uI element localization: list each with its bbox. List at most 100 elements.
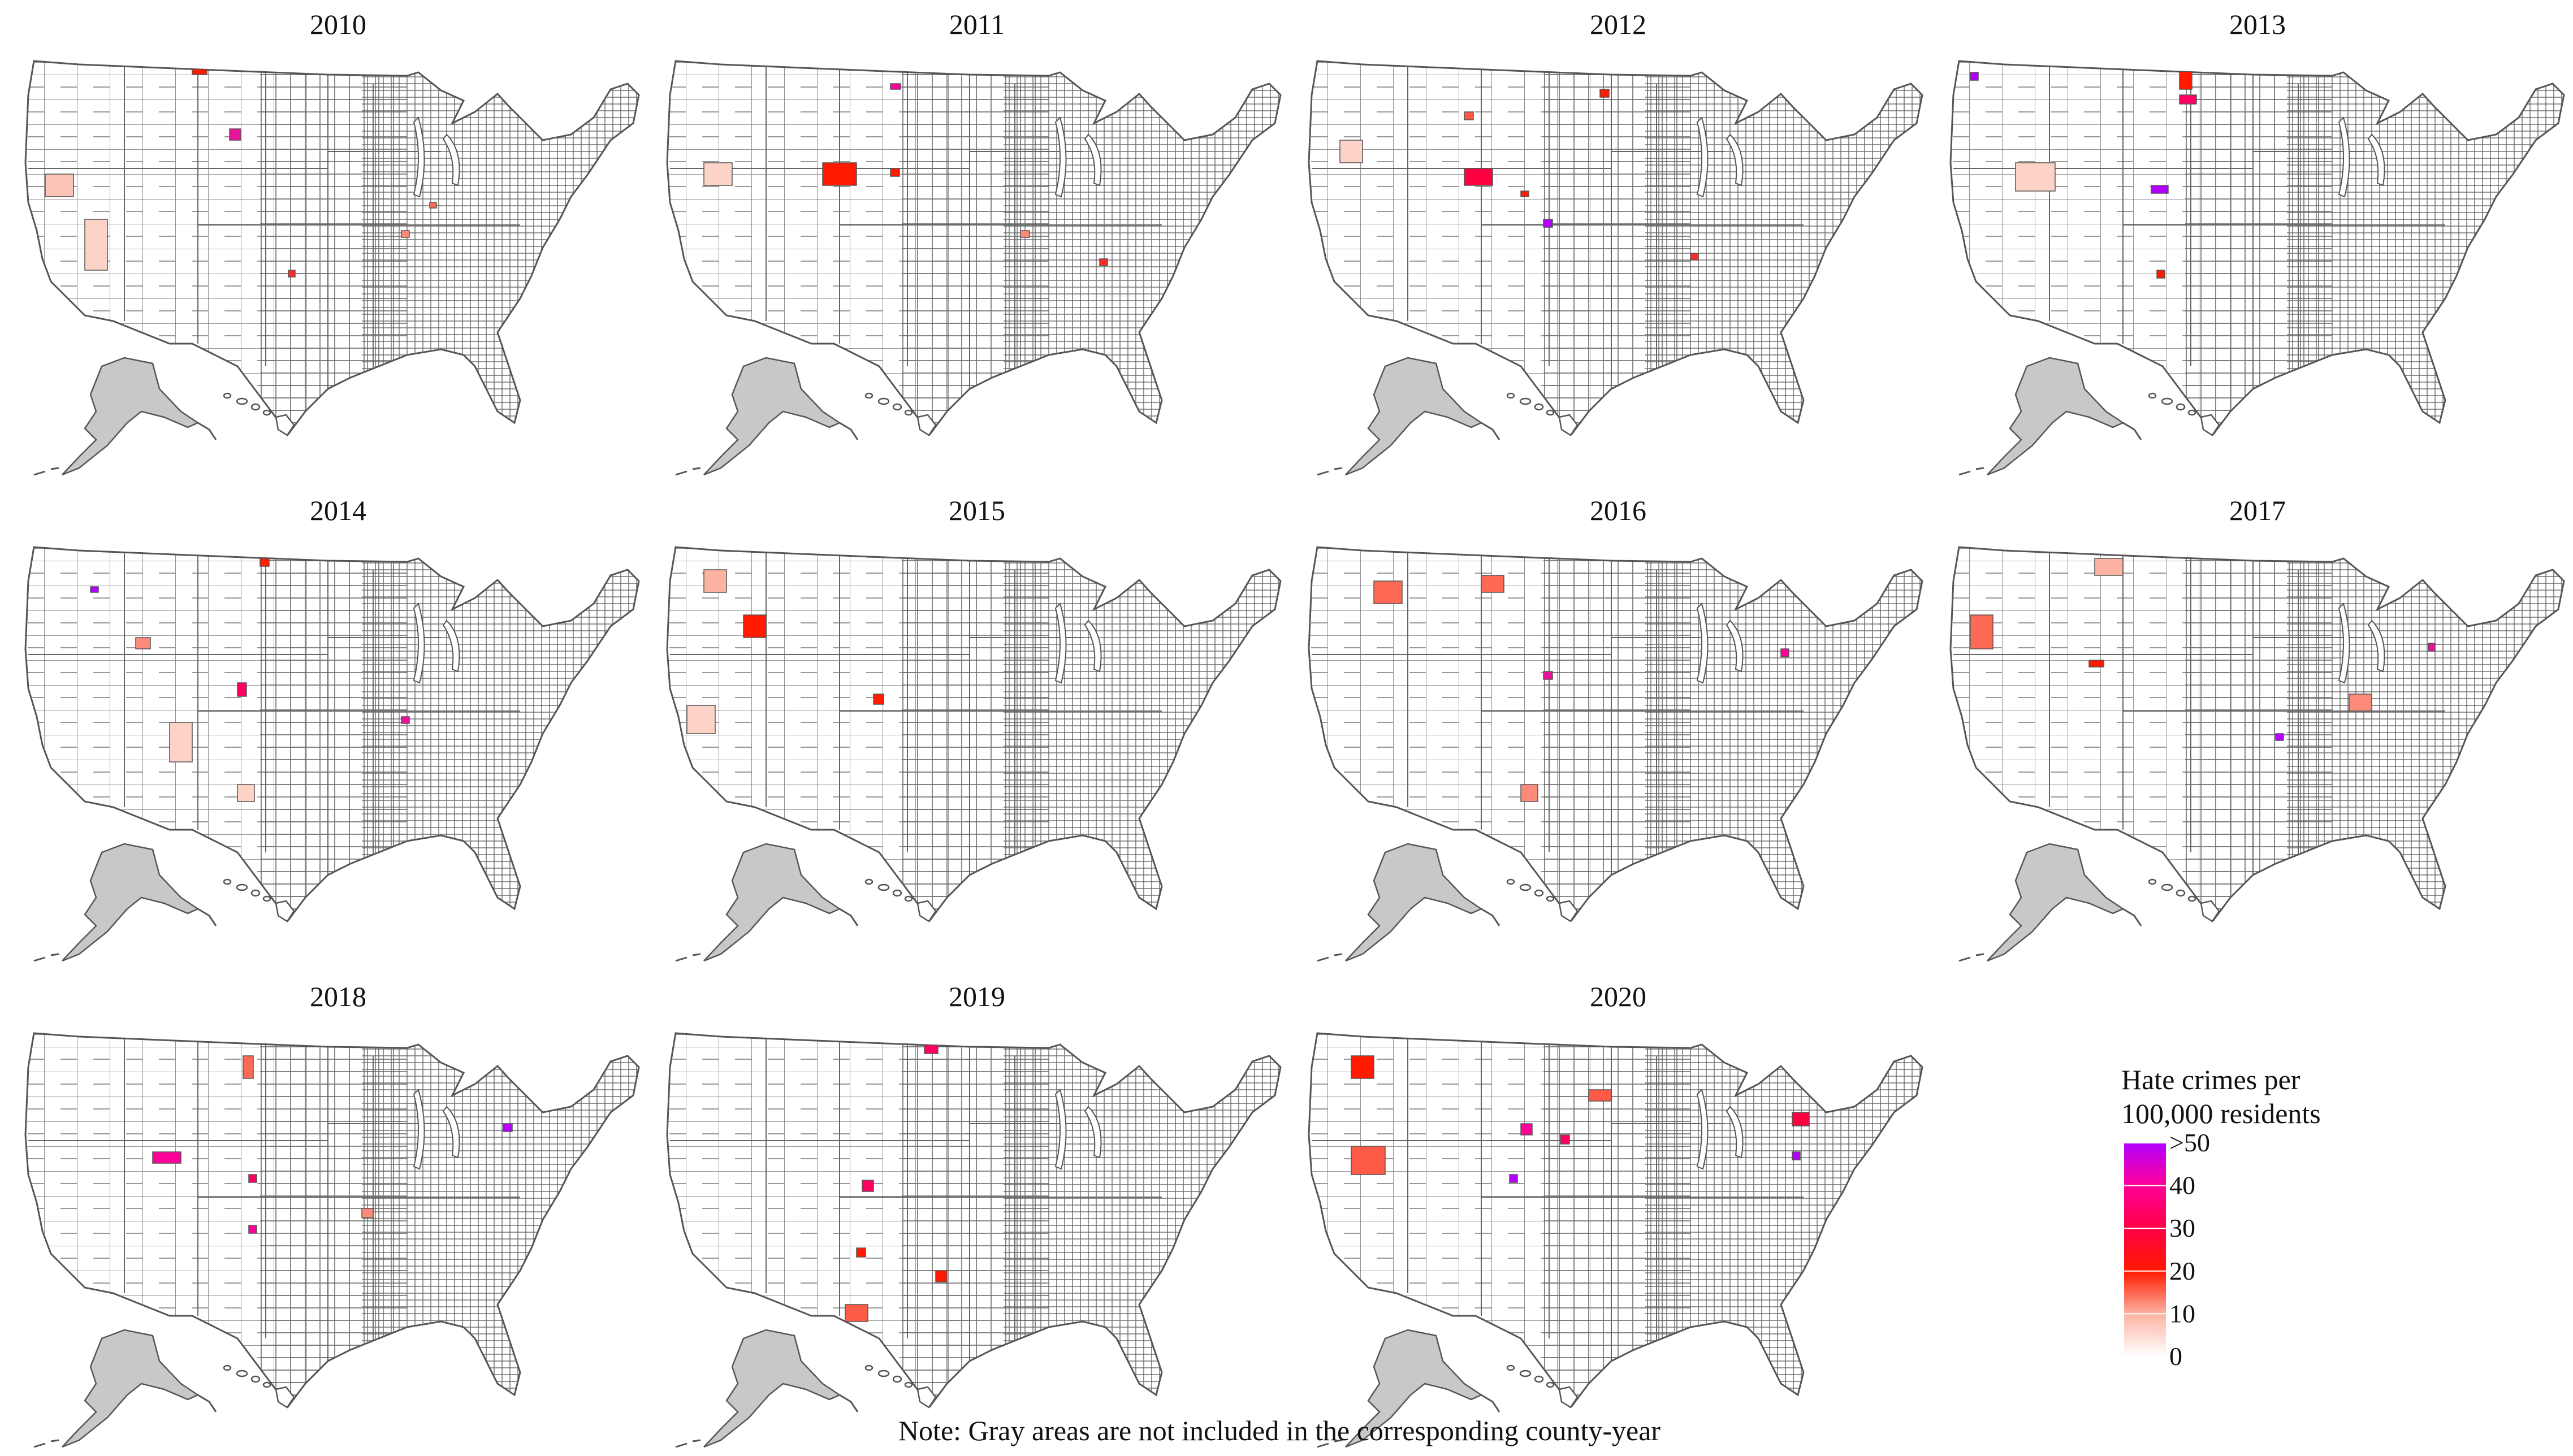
us-county-map — [1936, 536, 2573, 961]
shaded-county — [890, 547, 908, 553]
shaded-county — [2162, 61, 2178, 67]
legend: Hate crimes per 100,000 residents >50 40 3… — [2121, 1064, 2321, 1371]
shaded-county — [2015, 162, 2056, 192]
shaded-county — [1543, 671, 1553, 680]
shaded-county — [1339, 140, 1363, 163]
shaded-county — [45, 174, 74, 197]
shaded-county — [1464, 168, 1493, 186]
shaded-county — [2151, 185, 2169, 194]
map-panel-2014: 2014 — [11, 495, 656, 961]
shaded-county — [1520, 190, 1529, 197]
shaded-county — [2275, 733, 2284, 741]
shaded-county — [169, 722, 193, 762]
panel-title: 2010 — [310, 8, 366, 40]
legend-tick-label: >50 — [2169, 1128, 2210, 1157]
shaded-county — [862, 1180, 874, 1192]
shaded-county — [1351, 1055, 1374, 1079]
shaded-county — [260, 558, 270, 567]
shaded-county — [867, 547, 885, 558]
map-panel-2018: 2018 — [11, 981, 656, 1447]
shaded-county — [1970, 614, 1993, 649]
shaded-county — [1509, 1174, 1518, 1183]
shaded-county — [1373, 580, 1403, 604]
shaded-county — [1520, 784, 1538, 802]
legend-tick-label: 10 — [2169, 1299, 2195, 1328]
shaded-county — [703, 162, 733, 186]
panel-title: 2014 — [310, 495, 366, 526]
panel-title: 2020 — [1590, 981, 1646, 1012]
shaded-county — [1020, 230, 1030, 238]
legend-title-line2: 100,000 residents — [2121, 1098, 2321, 1129]
shaded-county — [1099, 258, 1108, 266]
legend-tick-label: 30 — [2169, 1214, 2195, 1242]
shaded-county — [192, 61, 207, 75]
shaded-county — [1351, 1146, 1386, 1175]
shaded-county — [2088, 660, 2104, 668]
legend-tick-label: 20 — [2169, 1256, 2195, 1285]
shaded-county — [1509, 1033, 1527, 1037]
shaded-county — [288, 270, 296, 278]
shaded-county — [1792, 1151, 1801, 1160]
us-county-map — [1295, 1022, 1939, 1447]
shaded-county — [2428, 643, 2436, 652]
shaded-county — [84, 219, 108, 271]
legend-tick-label: 40 — [2169, 1171, 2195, 1200]
map-panel-2017: 2017 — [1936, 495, 2573, 961]
us-county-map — [11, 1022, 656, 1447]
shaded-county — [237, 682, 247, 697]
map-panel-2010: 2010 — [11, 8, 656, 475]
shaded-county — [248, 1225, 257, 1234]
shaded-county — [743, 614, 767, 638]
us-county-map — [653, 50, 1298, 475]
map-panel-2012: 2012 — [1295, 8, 1939, 475]
shaded-county — [243, 1055, 254, 1079]
shaded-county — [1082, 1050, 1098, 1061]
shaded-county — [503, 1123, 513, 1132]
map-panel-2015: 2015 — [653, 495, 1298, 961]
shaded-county — [1543, 219, 1553, 228]
shaded-county — [935, 1270, 948, 1282]
shaded-county — [135, 637, 151, 649]
shaded-county — [686, 705, 716, 734]
shaded-county — [822, 162, 857, 186]
shaded-county — [867, 1033, 882, 1037]
panel-title: 2011 — [949, 8, 1005, 40]
shaded-county — [429, 202, 437, 209]
shaded-county — [401, 230, 410, 238]
figure-note: Note: Gray areas are not included in the… — [898, 1415, 1660, 1446]
shaded-county — [2179, 94, 2197, 105]
shaded-county — [152, 1151, 181, 1164]
shaded-county — [1520, 1123, 1533, 1136]
shaded-county — [361, 1208, 374, 1218]
shaded-county — [873, 694, 884, 705]
legend-tick-label: 0 — [2169, 1342, 2182, 1371]
shaded-county — [856, 1247, 866, 1258]
shaded-county — [1588, 1089, 1612, 1102]
shaded-county — [2349, 694, 2372, 712]
shaded-county — [401, 716, 410, 724]
shaded-county — [90, 586, 99, 593]
panel-title: 2019 — [949, 981, 1005, 1012]
shaded-county — [1792, 1112, 1810, 1126]
shaded-county — [1560, 1134, 1570, 1145]
shaded-county — [248, 1174, 257, 1183]
map-panel-2019: 2019 — [653, 981, 1298, 1447]
shaded-county — [1690, 253, 1699, 261]
legend-title-line1: Hate crimes per — [2121, 1064, 2300, 1095]
shaded-county — [1481, 575, 1504, 593]
shaded-county — [2179, 66, 2193, 90]
shaded-county — [1970, 72, 1979, 81]
panel-title: 2015 — [949, 495, 1005, 526]
shaded-county — [2156, 270, 2165, 279]
map-panel-2013: 2013 — [1936, 8, 2573, 475]
shaded-county — [2094, 558, 2124, 576]
legend-colorbar — [2124, 1143, 2166, 1357]
panel-title: 2012 — [1590, 8, 1646, 40]
map-panel-2016: 2016 — [1295, 495, 1939, 961]
shaded-county — [890, 83, 901, 90]
map-panel-2011: 2011 — [653, 8, 1298, 475]
shaded-county — [1464, 111, 1474, 120]
shaded-county — [890, 168, 900, 177]
